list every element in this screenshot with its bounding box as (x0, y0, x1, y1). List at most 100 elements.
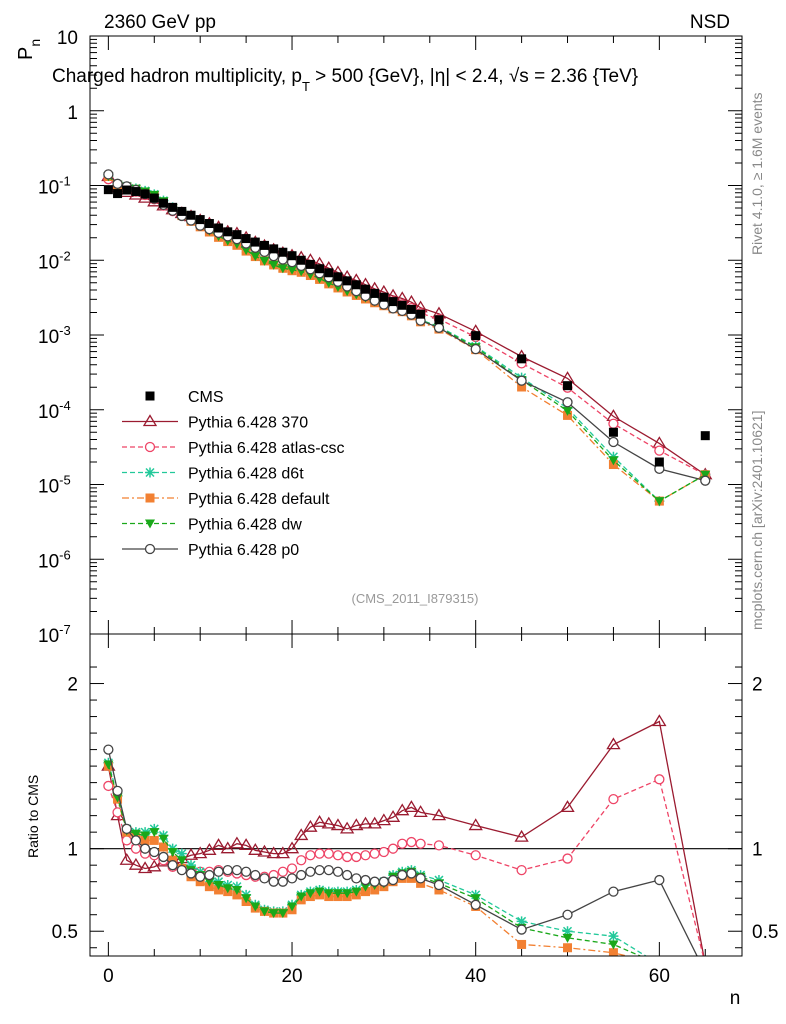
ratio-tick-label-right: 1 (752, 840, 763, 861)
ratio-point-p0 (231, 864, 243, 876)
series-point-dw (700, 470, 711, 480)
cms-data-point (563, 381, 573, 391)
ratio-point-370 (266, 846, 281, 859)
header-left: 2360 GeV pp (104, 12, 216, 33)
ratio-point-p0 (112, 785, 123, 797)
legend-marker-dw (145, 519, 155, 529)
cms-data-point (608, 427, 618, 437)
ratio-point-dw (213, 880, 224, 890)
ratio-point-p0 (277, 876, 288, 887)
cms-data-point (342, 276, 352, 286)
ratio-point-p0 (259, 873, 270, 884)
main-tick-label: 10-6 (38, 547, 71, 572)
ratio-point-dw (176, 856, 187, 866)
ratio-point-atlas-csc (608, 793, 619, 805)
ratio-point-dw (140, 831, 151, 841)
cms-data-point (122, 185, 132, 195)
series-point-p0 (103, 169, 114, 180)
ratio-point-370 (294, 828, 309, 841)
ratio-point-p0 (369, 876, 380, 887)
cms-data-point (177, 206, 187, 216)
ratio-point-370 (339, 821, 355, 834)
ratio-point-370 (229, 836, 245, 849)
cms-data-point (113, 189, 123, 199)
ratio-point-370 (514, 829, 529, 842)
ratio-point-p0 (195, 871, 206, 882)
ratio-point-dw (342, 889, 353, 899)
cms-data-point (186, 210, 196, 220)
cms-data-point (315, 264, 325, 274)
cms-data-point (406, 304, 416, 314)
ratio-point-atlas-csc (332, 850, 344, 861)
legend-marker-CMS (145, 391, 155, 401)
main-tick-label: 10-2 (38, 248, 71, 273)
ratio-point-d6t (608, 931, 619, 942)
cms-data-point (397, 300, 407, 310)
ratio-point-p0 (332, 866, 344, 877)
ratio-point-p0 (204, 869, 215, 881)
cms-data-point (195, 215, 205, 225)
series-point-dw (241, 246, 252, 256)
ratio-tick-label-right: 0.5 (752, 922, 778, 943)
ratio-point-370 (284, 841, 300, 854)
header-right: NSD (690, 12, 730, 33)
ratio-point-atlas-csc (341, 851, 353, 863)
ratio-point-atlas-csc (387, 843, 399, 854)
cms-data-point (700, 431, 710, 441)
x-axis: 0 20 40 60 (103, 36, 706, 987)
ratio-point-default (608, 948, 618, 956)
ratio-point-dw (204, 877, 215, 887)
legend-marker-370 (142, 414, 158, 427)
main-tick-label: 10-4 (38, 398, 71, 423)
ratio-point-atlas-csc (121, 835, 132, 846)
ratio-point-p0 (314, 864, 325, 876)
ylabel-main: Pn (15, 39, 43, 60)
ratio-point-atlas-csc (360, 850, 371, 861)
ratio-point-370 (211, 838, 226, 851)
ratio-point-370 (137, 861, 153, 874)
ratio-point-dw (296, 892, 307, 902)
series-point-p0 (608, 436, 619, 448)
cms-data-point (305, 259, 315, 269)
cms-data-point (214, 223, 224, 233)
ratio-point-d6t (176, 848, 187, 859)
ratio-point-dw (250, 902, 261, 912)
ratio-point-p0 (130, 835, 142, 846)
ratio-y-axis: 0.5 0.5 1 1 2 2 (52, 666, 778, 949)
ratio-point-370 (193, 846, 208, 859)
ratio-point-p0 (185, 868, 197, 879)
ratio-point-370 (652, 714, 667, 727)
main-tick-label: 10 (57, 28, 78, 49)
ratio-point-atlas-csc (296, 855, 307, 866)
x-tick-label: 20 (281, 966, 302, 987)
ratio-point-atlas-csc (654, 774, 665, 785)
ratio-point-dw (277, 909, 288, 919)
ratio-point-370 (330, 818, 346, 831)
series-point-p0 (433, 322, 445, 333)
ratio-point-p0 (103, 744, 114, 755)
ratio-point-p0 (213, 866, 224, 877)
ratio-point-d6t (562, 926, 573, 937)
ratio-point-atlas-csc (103, 780, 114, 792)
ratio-point-p0 (378, 876, 390, 887)
ratio-point-370 (413, 805, 428, 817)
ratio-point-p0 (516, 924, 527, 935)
ratio-point-dw (360, 882, 371, 892)
ratio-point-370 (349, 818, 364, 831)
ratio-point-atlas-csc (433, 840, 445, 851)
legend-marker-p0 (144, 543, 156, 555)
cms-data-point (333, 272, 343, 282)
legend-marker-default (145, 493, 155, 503)
series-point-dw (654, 497, 665, 507)
ratio-point-370 (257, 844, 272, 857)
ratio-point-default (149, 835, 159, 845)
ratio-point-dw (149, 828, 160, 838)
main-tick-label: 10-3 (38, 323, 71, 348)
ratio-point-370 (431, 808, 447, 821)
ratio-point-370 (358, 816, 373, 829)
cms-data-point (241, 234, 251, 244)
ratio-point-p0 (406, 868, 417, 879)
series-point-370 (560, 371, 575, 384)
cms-data-point (416, 309, 426, 319)
